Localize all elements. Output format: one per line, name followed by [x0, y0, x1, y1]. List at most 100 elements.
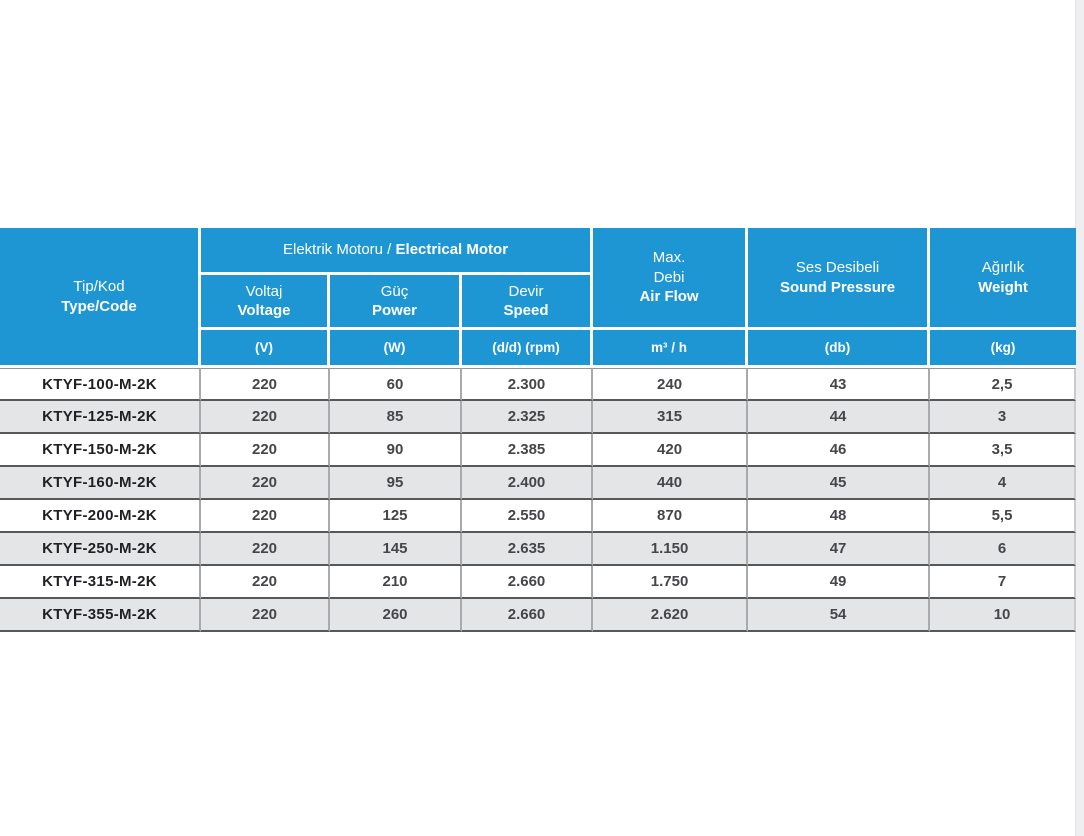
cell-voltage: 220 [201, 368, 330, 401]
cell-sound: 45 [748, 467, 931, 500]
cell-power: 60 [330, 368, 462, 401]
header-speed-tr: Devir [508, 282, 544, 300]
cell-power: 145 [330, 533, 462, 566]
cell-code: KTYF-150-M-2K [0, 434, 201, 467]
cell-voltage: 220 [201, 434, 330, 467]
cell-sound: 43 [748, 368, 931, 401]
header-electrical-motor-tr: Elektrik Motoru / [282, 241, 396, 259]
cell-speed: 2.635 [462, 533, 594, 566]
cell-voltage: 220 [201, 566, 330, 599]
header-air-flow: Max. Debi Air Flow [593, 228, 749, 330]
header-sound-pressure-tr: Ses Desibeli [795, 259, 880, 276]
header-air-flow-line2: Debi [653, 268, 685, 286]
cell-speed: 2.550 [462, 500, 594, 533]
header-type-code-en: Type/Code [61, 297, 137, 315]
unit-weight: (kg) [930, 330, 1077, 368]
cell-code: KTYF-315-M-2K [0, 566, 201, 599]
unit-voltage: (V) [201, 330, 330, 368]
header-sound-pressure: Ses Desibeli Sound Pressure [748, 228, 931, 330]
header-type-code-tr: Tip/Kod [73, 278, 125, 295]
table-row: KTYF-150-M-2K 220 90 2.385 420 46 3,5 [0, 434, 1077, 467]
cell-speed: 2.400 [462, 467, 594, 500]
header-sound-pressure-en: Sound Pressure [780, 278, 896, 296]
header-air-flow-line1: Max. [652, 249, 686, 267]
cell-airflow: 440 [593, 467, 749, 500]
cell-speed: 2.300 [462, 368, 594, 401]
cell-weight: 6 [930, 533, 1077, 566]
cell-airflow: 315 [593, 401, 749, 434]
header-type-code: Tip/Kod Type/Code [0, 228, 201, 368]
cell-weight: 5,5 [930, 500, 1077, 533]
cell-sound: 49 [748, 566, 931, 599]
cell-power: 125 [330, 500, 462, 533]
cell-sound: 46 [748, 434, 931, 467]
fan-spec-table: Tip/Kod Type/Code Elektrik Motoru / Elec… [0, 228, 1077, 632]
table-row: KTYF-100-M-2K 220 60 2.300 240 43 2,5 [0, 368, 1077, 401]
cell-weight: 4 [930, 467, 1077, 500]
cell-airflow: 1.750 [593, 566, 749, 599]
cell-code: KTYF-355-M-2K [0, 599, 201, 632]
cell-weight: 3,5 [930, 434, 1077, 467]
cell-code: KTYF-200-M-2K [0, 500, 201, 533]
cell-voltage: 220 [201, 500, 330, 533]
header-weight-en: Weight [978, 278, 1028, 296]
header-electrical-motor-en: Electrical Motor [395, 241, 509, 259]
header-voltage-en: Voltage [237, 302, 291, 319]
table-row: KTYF-125-M-2K 220 85 2.325 315 44 3 [0, 401, 1077, 434]
cell-code: KTYF-250-M-2K [0, 533, 201, 566]
cell-airflow: 1.150 [593, 533, 749, 566]
header-speed: Devir Speed [462, 275, 594, 330]
cell-code: KTYF-125-M-2K [0, 401, 201, 434]
cell-sound: 54 [748, 599, 931, 632]
header-power: Güç Power [330, 275, 462, 330]
header-power-tr: Güç [380, 282, 409, 300]
cell-airflow: 240 [593, 368, 749, 401]
cell-airflow: 870 [593, 500, 749, 533]
cell-speed: 2.325 [462, 401, 594, 434]
cell-power: 85 [330, 401, 462, 434]
cell-power: 210 [330, 566, 462, 599]
unit-speed: (d/d) (rpm) [462, 330, 594, 368]
header-electrical-motor-group: Elektrik Motoru / Electrical Motor [201, 228, 594, 275]
table-row: KTYF-200-M-2K 220 125 2.550 870 48 5,5 [0, 500, 1077, 533]
header-weight-tr: Ağırlık [981, 259, 1025, 276]
fan-spec-table-container: Tip/Kod Type/Code Elektrik Motoru / Elec… [0, 228, 1077, 632]
cell-weight: 2,5 [930, 368, 1077, 401]
cell-voltage: 220 [201, 401, 330, 434]
cell-speed: 2.660 [462, 566, 594, 599]
cell-sound: 47 [748, 533, 931, 566]
cell-power: 95 [330, 467, 462, 500]
table-row: KTYF-250-M-2K 220 145 2.635 1.150 47 6 [0, 533, 1077, 566]
table-row: KTYF-315-M-2K 220 210 2.660 1.750 49 7 [0, 566, 1077, 599]
cell-speed: 2.385 [462, 434, 594, 467]
cell-power: 90 [330, 434, 462, 467]
cell-weight: 7 [930, 566, 1077, 599]
cell-sound: 48 [748, 500, 931, 533]
unit-power: (W) [330, 330, 462, 368]
header-power-en: Power [371, 302, 417, 319]
cell-speed: 2.660 [462, 599, 594, 632]
table-row: KTYF-160-M-2K 220 95 2.400 440 45 4 [0, 467, 1077, 500]
cell-airflow: 2.620 [593, 599, 749, 632]
table-body: KTYF-100-M-2K 220 60 2.300 240 43 2,5 KT… [0, 368, 1077, 632]
header-weight: Ağırlık Weight [930, 228, 1077, 330]
cell-sound: 44 [748, 401, 931, 434]
cell-weight: 3 [930, 401, 1077, 434]
cell-airflow: 420 [593, 434, 749, 467]
page-edge-strip [1075, 0, 1084, 836]
cell-weight: 10 [930, 599, 1077, 632]
cell-voltage: 220 [201, 467, 330, 500]
header-speed-en: Speed [503, 302, 549, 319]
cell-code: KTYF-160-M-2K [0, 467, 201, 500]
header-air-flow-en: Air Flow [639, 288, 699, 306]
cell-voltage: 220 [201, 533, 330, 566]
header-voltage-tr: Voltaj [245, 282, 283, 300]
header-voltage: Voltaj Voltage [201, 275, 330, 330]
cell-voltage: 220 [201, 599, 330, 632]
cell-code: KTYF-100-M-2K [0, 368, 201, 401]
unit-sound: (db) [748, 330, 931, 368]
table-header: Tip/Kod Type/Code Elektrik Motoru / Elec… [0, 228, 1077, 368]
cell-power: 260 [330, 599, 462, 632]
table-row: KTYF-355-M-2K 220 260 2.660 2.620 54 10 [0, 599, 1077, 632]
